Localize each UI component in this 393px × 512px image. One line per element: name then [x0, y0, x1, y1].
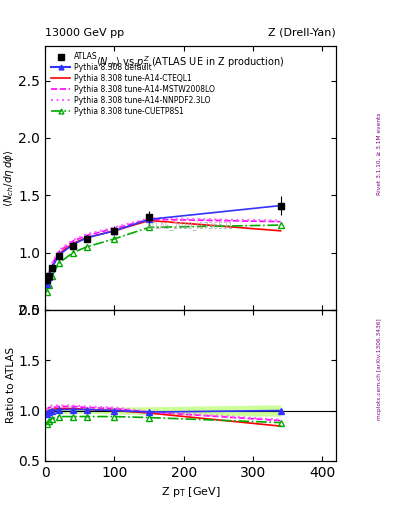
Pythia 8.308 tune-A14-MSTW2008LO — [70, 238, 75, 244]
Legend: ATLAS, Pythia 8.308 default, Pythia 8.308 tune-A14-CTEQL1, Pythia 8.308 tune-A14: ATLAS, Pythia 8.308 default, Pythia 8.30… — [49, 50, 217, 118]
Pythia 8.308 tune-A14-CTEQL1 — [57, 251, 61, 257]
Text: 13000 GeV pp: 13000 GeV pp — [45, 28, 124, 38]
Line: Pythia 8.308 tune-A14-NNPDF2.3LO: Pythia 8.308 tune-A14-NNPDF2.3LO — [47, 218, 281, 279]
Pythia 8.308 tune-A14-CTEQL1 — [70, 240, 75, 246]
Pythia 8.308 tune-A14-NNPDF2.3LO — [147, 215, 151, 221]
Text: mcplots.cern.ch [arXiv:1306.3436]: mcplots.cern.ch [arXiv:1306.3436] — [377, 318, 382, 419]
Y-axis label: $\langle N_{ch}/d\eta\, d\phi \rangle$: $\langle N_{ch}/d\eta\, d\phi \rangle$ — [2, 149, 16, 207]
Line: Pythia 8.308 tune-A14-CTEQL1: Pythia 8.308 tune-A14-CTEQL1 — [47, 221, 281, 283]
Text: Z (Drell-Yan): Z (Drell-Yan) — [268, 28, 336, 38]
Pythia 8.308 tune-A14-CTEQL1 — [50, 263, 55, 269]
Pythia 8.308 default — [46, 273, 51, 280]
Text: $\langle N_{ch} \rangle$ vs $p^{Z}_{T}$ (ATLAS UE in Z production): $\langle N_{ch} \rangle$ vs $p^{Z}_{T}$ … — [96, 54, 285, 71]
Pythia 8.308 default — [70, 242, 75, 248]
Pythia 8.308 tune-A14-MSTW2008LO — [57, 248, 61, 254]
Pythia 8.308 tune-A14-CTEQL1 — [278, 228, 283, 234]
Pythia 8.308 tune-CUETP8S1 — [46, 282, 51, 288]
Pythia 8.308 tune-CUETP8S1 — [70, 249, 75, 255]
Pythia 8.308 tune-A14-MSTW2008LO — [46, 270, 51, 276]
Line: Pythia 8.308 tune-CUETP8S1: Pythia 8.308 tune-CUETP8S1 — [44, 222, 283, 294]
Pythia 8.308 tune-CUETP8S1 — [57, 260, 61, 266]
Pythia 8.308 tune-A14-CTEQL1 — [46, 272, 51, 279]
Text: ATLAS_2019_I1736531: ATLAS_2019_I1736531 — [147, 221, 234, 230]
Pythia 8.308 default — [50, 265, 55, 271]
Pythia 8.308 default — [84, 234, 89, 241]
Pythia 8.308 tune-A14-CTEQL1 — [147, 218, 151, 224]
Pythia 8.308 tune-A14-CTEQL1 — [112, 228, 117, 234]
Pythia 8.308 tune-A14-NNPDF2.3LO — [84, 231, 89, 238]
Pythia 8.308 tune-A14-NNPDF2.3LO — [50, 260, 55, 266]
X-axis label: Z p$_{\rm T}$ [GeV]: Z p$_{\rm T}$ [GeV] — [161, 485, 220, 499]
Pythia 8.308 tune-A14-NNPDF2.3LO — [70, 237, 75, 243]
Pythia 8.308 default — [112, 228, 117, 234]
Pythia 8.308 default — [44, 281, 49, 287]
Pythia 8.308 tune-A14-NNPDF2.3LO — [57, 247, 61, 253]
Pythia 8.308 tune-A14-NNPDF2.3LO — [112, 224, 117, 230]
Pythia 8.308 tune-A14-NNPDF2.3LO — [44, 276, 49, 282]
Pythia 8.308 tune-A14-CTEQL1 — [44, 280, 49, 286]
Line: Pythia 8.308 tune-A14-MSTW2008LO: Pythia 8.308 tune-A14-MSTW2008LO — [47, 219, 281, 280]
Pythia 8.308 tune-A14-MSTW2008LO — [112, 225, 117, 231]
Pythia 8.308 tune-A14-NNPDF2.3LO — [46, 269, 51, 275]
Pythia 8.308 tune-CUETP8S1 — [147, 224, 151, 230]
Pythia 8.308 default — [147, 216, 151, 222]
Pythia 8.308 tune-CUETP8S1 — [84, 244, 89, 250]
Pythia 8.308 tune-A14-MSTW2008LO — [84, 232, 89, 239]
Y-axis label: Ratio to ATLAS: Ratio to ATLAS — [6, 347, 16, 423]
Pythia 8.308 tune-CUETP8S1 — [50, 272, 55, 279]
Pythia 8.308 tune-A14-MSTW2008LO — [50, 261, 55, 267]
Pythia 8.308 tune-CUETP8S1 — [44, 289, 49, 295]
Pythia 8.308 tune-A14-MSTW2008LO — [147, 216, 151, 222]
Pythia 8.308 tune-A14-MSTW2008LO — [44, 277, 49, 283]
Pythia 8.308 tune-A14-CTEQL1 — [84, 234, 89, 241]
Pythia 8.308 default — [57, 252, 61, 258]
Pythia 8.308 tune-CUETP8S1 — [278, 222, 283, 228]
Line: Pythia 8.308 default: Pythia 8.308 default — [44, 203, 283, 286]
Pythia 8.308 default — [278, 203, 283, 209]
Text: Rivet 3.1.10, ≥ 3.1M events: Rivet 3.1.10, ≥ 3.1M events — [377, 113, 382, 195]
Pythia 8.308 tune-CUETP8S1 — [112, 236, 117, 242]
Pythia 8.308 tune-A14-NNPDF2.3LO — [278, 218, 283, 224]
Pythia 8.308 tune-A14-MSTW2008LO — [278, 219, 283, 225]
